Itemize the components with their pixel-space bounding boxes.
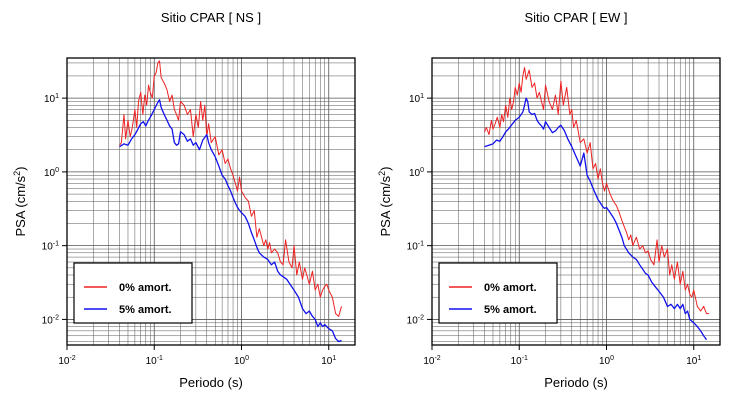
y-tick-label: 101: [44, 93, 59, 105]
chart-title: Sitio CPAR [ EW ]: [524, 10, 627, 25]
y-tick-label: 10-2: [42, 314, 59, 326]
legend-label: 5% amort.: [484, 304, 537, 316]
x-axis-label: Periodo (s): [179, 375, 243, 390]
x-tick-label: 101: [321, 355, 336, 367]
x-tick-label: 10-1: [511, 355, 528, 367]
chart-title: Sitio CPAR [ NS ]: [161, 10, 261, 25]
y-tick-label: 10-2: [407, 314, 424, 326]
x-tick-label: 100: [599, 355, 614, 367]
series-line-blue: [484, 97, 708, 341]
legend-label: 0% amort.: [119, 282, 172, 294]
series-line-red: [119, 60, 342, 317]
legend-label: 0% amort.: [484, 282, 537, 294]
x-tick-label: 10-2: [58, 355, 75, 367]
legend-label: 5% amort.: [119, 304, 172, 316]
y-axis-label: PSA (cm/s2): [377, 166, 393, 236]
y-tick-label: 100: [44, 167, 59, 179]
plot-frame: [66, 57, 356, 346]
legend: 0% amort. 5% amort.: [73, 262, 193, 324]
x-tick-label: 10-2: [423, 355, 440, 367]
y-tick-label: 100: [409, 167, 424, 179]
y-tick-label: 10-1: [407, 241, 424, 253]
chart-panel-1: 10-2 10-1 100 101 10-2 10-1 100 101 Sitio CPAR […: [12, 10, 356, 390]
x-tick-label: 101: [686, 355, 701, 367]
chart-panel-2: 10-2 10-1 100 101 10-2 10-1 100 101 Sitio CPAR […: [377, 10, 721, 390]
y-axis-label: PSA (cm/s2): [12, 166, 28, 236]
x-axis-label: Periodo (s): [544, 375, 608, 390]
x-tick-label: 10-1: [146, 355, 163, 367]
series-line-red: [484, 67, 710, 315]
legend-box: [438, 262, 558, 324]
legend-box: [73, 262, 193, 324]
legend: 0% amort. 5% amort.: [438, 262, 558, 324]
y-tick-label: 10-1: [42, 241, 59, 253]
series-line-blue: [119, 99, 342, 343]
x-tick-label: 100: [234, 355, 249, 367]
y-tick-label: 101: [409, 93, 424, 105]
plot-frame: [431, 57, 721, 346]
